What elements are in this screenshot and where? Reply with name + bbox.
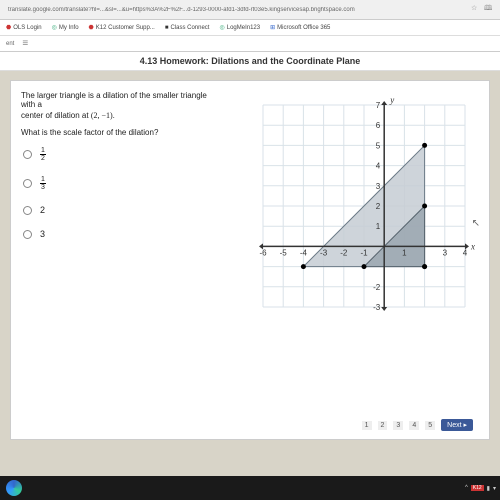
bookmark-label: Class Connect: [170, 25, 209, 31]
cursor-icon: ↖: [472, 218, 480, 229]
svg-text:-6: -6: [259, 248, 267, 257]
center-of-dilation: (2, −1): [91, 111, 113, 120]
option-label: 2: [40, 205, 45, 215]
next-button[interactable]: Next ▸: [441, 419, 473, 431]
bookmark-office365[interactable]: ⊞Microsoft Office 365: [270, 24, 330, 31]
svg-text:-3: -3: [373, 303, 381, 312]
svg-text:-4: -4: [300, 248, 308, 257]
question-text: The larger triangle is a dilation of the…: [21, 91, 221, 137]
svg-text:-2: -2: [340, 248, 348, 257]
svg-text:4: 4: [376, 162, 381, 171]
svg-text:1: 1: [376, 222, 381, 231]
question-area: The larger triangle is a dilation of the…: [17, 87, 483, 433]
svg-text:-5: -5: [280, 248, 288, 257]
tray-battery-icon[interactable]: ▮: [487, 485, 490, 492]
tray-wifi-icon[interactable]: ▾: [493, 485, 496, 492]
svg-text:3: 3: [376, 182, 381, 191]
svg-text:-3: -3: [320, 248, 328, 257]
option-3[interactable]: 2: [23, 205, 46, 215]
coordinate-graph: -6 -5 -4 -3 -2 -1 1 3 4 1 2 3 4 5 6 7 -2 -3 y x: [249, 91, 479, 321]
svg-text:x: x: [470, 241, 475, 251]
page-3[interactable]: 3: [393, 421, 403, 430]
radio-icon[interactable]: [23, 150, 32, 159]
hamburger-icon[interactable]: ≡: [22, 38, 28, 49]
radio-icon[interactable]: [23, 230, 32, 239]
page-4[interactable]: 4: [409, 421, 419, 430]
svg-text:5: 5: [376, 141, 381, 150]
question-line2a: center of dilation at: [21, 111, 91, 120]
svg-text:3: 3: [443, 248, 448, 257]
svg-text:-2: -2: [373, 283, 381, 292]
taskbar: ^ K12 ▮ ▾: [0, 476, 500, 500]
bookmark-k12-support[interactable]: ⬣K12 Customer Supp...: [89, 24, 155, 31]
svg-text:7: 7: [376, 101, 381, 110]
bookmark-label: Microsoft Office 365: [277, 25, 330, 31]
system-tray: ^ K12 ▮ ▾: [465, 485, 496, 492]
url-bar: translate.google.com/translate?hl=...&sl…: [0, 0, 500, 20]
tray-k12-icon[interactable]: K12: [471, 485, 484, 491]
page-5[interactable]: 5: [425, 421, 435, 430]
question-line2: center of dilation at (2, −1).: [21, 111, 221, 120]
svg-text:y: y: [389, 95, 394, 105]
option-label: 3: [40, 229, 45, 239]
bookmark-label: LogMeIn123: [227, 25, 260, 31]
url-bar-icons: ☆ 🕮: [471, 4, 494, 14]
url-text: translate.google.com/translate?hl=...&sl…: [8, 7, 355, 13]
bookmark-logmein[interactable]: ◎LogMeIn123: [219, 24, 260, 31]
page-2[interactable]: 2: [378, 421, 388, 430]
tray-chevron-icon[interactable]: ^: [465, 485, 468, 491]
pagination: 1 2 3 4 5 Next ▸: [362, 419, 473, 431]
svg-text:6: 6: [376, 121, 381, 130]
radio-icon[interactable]: [23, 179, 32, 188]
answer-options: 12 13 2 3: [23, 147, 46, 253]
graph-svg: -6 -5 -4 -3 -2 -1 1 3 4 1 2 3 4 5 6 7 -2 -3 y x: [249, 91, 479, 321]
bookmark-label: K12 Customer Supp...: [96, 25, 155, 31]
option-4[interactable]: 3: [23, 229, 46, 239]
svg-text:1: 1: [402, 248, 407, 257]
page-1[interactable]: 1: [362, 421, 372, 430]
star-icon[interactable]: 🕮: [484, 4, 494, 14]
doc-toolbar: ent ≡: [0, 36, 500, 52]
bookmark-label: OLS Login: [13, 25, 41, 31]
browser-chrome: translate.google.com/translate?hl=...&sl…: [0, 0, 500, 52]
svg-text:4: 4: [463, 248, 468, 257]
fraction-label: 12: [40, 147, 46, 162]
bookmark-class-connect[interactable]: ■Class Connect: [165, 25, 210, 31]
page-title: 4.13 Homework: Dilations and the Coordin…: [0, 52, 500, 71]
bookmark-bar: ⬣OLS Login ◎My Info ⬣K12 Customer Supp..…: [0, 20, 500, 36]
bookmark-my-info[interactable]: ◎My Info: [52, 24, 79, 31]
sub-question: What is the scale factor of the dilation…: [21, 128, 221, 137]
doc-tab-label: ent: [6, 41, 14, 47]
edge-browser-icon[interactable]: [6, 480, 22, 496]
radio-icon[interactable]: [23, 206, 32, 215]
fraction-label: 13: [40, 176, 46, 191]
translate-icon[interactable]: ☆: [471, 4, 481, 14]
option-2[interactable]: 13: [23, 176, 46, 191]
bookmark-ols-login[interactable]: ⬣OLS Login: [6, 24, 42, 31]
svg-text:-1: -1: [360, 248, 368, 257]
worksheet-panel: The larger triangle is a dilation of the…: [10, 80, 490, 440]
bookmark-label: My Info: [59, 25, 79, 31]
option-1[interactable]: 12: [23, 147, 46, 162]
question-line1: The larger triangle is a dilation of the…: [21, 91, 221, 109]
svg-text:2: 2: [376, 202, 381, 211]
